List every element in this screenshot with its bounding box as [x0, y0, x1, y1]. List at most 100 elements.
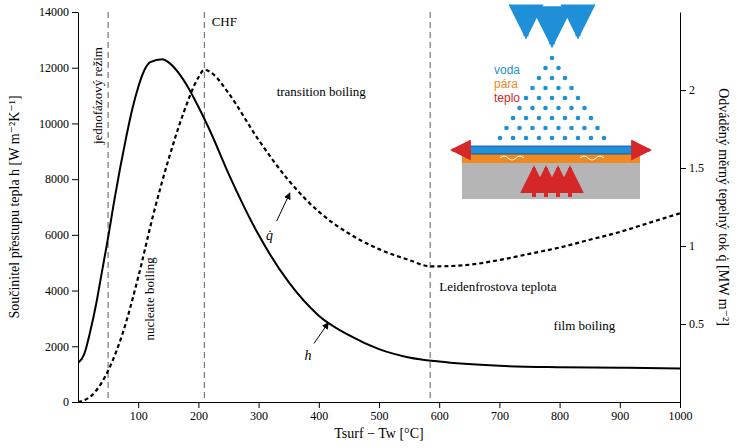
- inset-label: voda: [494, 63, 520, 77]
- droplet: [530, 106, 535, 111]
- tick-mark: [72, 12, 78, 13]
- droplet: [543, 66, 548, 71]
- tick-label: 10000: [39, 117, 69, 131]
- x-axis: 1002003004005006007008009001000: [79, 402, 693, 423]
- annotation: film boiling: [554, 318, 616, 333]
- droplet: [569, 106, 574, 111]
- tick-mark: [680, 402, 681, 408]
- tick-label: 300: [250, 409, 268, 423]
- tick-mark: [620, 402, 621, 408]
- tick-mark: [319, 402, 320, 408]
- series-labels: hq̇: [266, 193, 328, 363]
- tick-label: 1.5: [689, 161, 704, 175]
- tick-mark: [72, 402, 78, 403]
- droplet: [595, 126, 600, 131]
- water-layer: [462, 146, 640, 154]
- plot-area: [78, 12, 680, 402]
- tick-mark: [198, 402, 199, 408]
- y2-axis-title: Odváděný měrný tepelný tok q̇ [MW m⁻²]: [716, 88, 731, 326]
- droplet: [556, 126, 561, 131]
- tick-mark: [72, 346, 78, 347]
- tick-mark: [680, 324, 686, 325]
- tick: 400: [310, 402, 328, 423]
- tick-mark: [680, 168, 686, 169]
- label-arrow: [314, 323, 328, 344]
- droplet: [543, 86, 548, 91]
- data-line: [78, 70, 680, 402]
- spray-arrow: [549, 14, 555, 44]
- droplet: [589, 116, 594, 121]
- side-arrow: [452, 149, 470, 152]
- heat-arrow: [544, 168, 548, 197]
- label-arrow: [277, 193, 290, 221]
- tick: 8000: [45, 172, 78, 186]
- droplet: [524, 136, 529, 141]
- tick-label: 0.5: [689, 317, 704, 331]
- droplet: [556, 66, 561, 71]
- tick: 1: [680, 239, 695, 253]
- vapour-layer: [462, 153, 640, 163]
- tick-label: 900: [611, 409, 629, 423]
- droplet: [556, 86, 561, 91]
- tick-mark: [499, 402, 500, 408]
- inset-label: pára: [494, 77, 518, 91]
- droplet: [550, 116, 555, 121]
- tick-label: 0: [63, 395, 69, 409]
- tick-mark: [439, 402, 440, 408]
- tick-mark: [680, 246, 686, 247]
- tick: 200: [190, 402, 208, 423]
- annotation: Leidenfrostova teplota: [439, 279, 557, 294]
- tick-label: 14000: [39, 5, 69, 19]
- droplet: [550, 96, 555, 101]
- tick-mark: [72, 68, 78, 69]
- tick-mark: [138, 402, 139, 408]
- droplet: [530, 126, 535, 131]
- droplet: [517, 106, 522, 111]
- tick-label: 200: [190, 409, 208, 423]
- axis-line: [680, 13, 681, 403]
- droplet: [511, 136, 516, 141]
- annotation: nucleate boiling: [142, 257, 157, 341]
- droplet: [537, 116, 542, 121]
- tick: 2000: [45, 340, 78, 354]
- tick: 300: [250, 402, 268, 423]
- spray-arrow: [524, 14, 529, 36]
- annotation: CHF: [212, 14, 237, 29]
- droplet: [602, 136, 607, 141]
- droplet: [563, 76, 568, 81]
- tick-mark: [680, 90, 686, 91]
- droplet: [563, 96, 568, 101]
- inset: vodapárateplo: [452, 14, 650, 199]
- tick-label: 2000: [45, 340, 69, 354]
- tick-label: 100: [130, 409, 148, 423]
- tick: 600: [431, 402, 449, 423]
- y2-axis: 0.5 1 1.5 2: [680, 13, 704, 403]
- reference-line: [107, 12, 108, 402]
- tick: 0: [63, 395, 78, 409]
- tick-mark: [72, 123, 78, 124]
- annotation: transition boiling: [277, 84, 367, 99]
- tick: 14000: [39, 5, 78, 19]
- axis-line: [78, 13, 79, 403]
- chart: 1002003004005006007008009001000020004000…: [0, 0, 738, 448]
- tick-mark: [560, 402, 561, 408]
- tick: 6000: [45, 228, 78, 242]
- annotation: jednofázový režim: [90, 47, 105, 145]
- droplet: [556, 106, 561, 111]
- tick: 800: [551, 402, 569, 423]
- droplet: [537, 76, 542, 81]
- tick-label: 2: [689, 83, 695, 97]
- tick: 12000: [39, 61, 78, 75]
- tick-mark: [379, 402, 380, 408]
- tick: 500: [371, 402, 389, 423]
- droplet: [537, 136, 542, 141]
- droplet: [537, 96, 542, 101]
- reference-line: [430, 12, 431, 402]
- tick-label: 600: [431, 409, 449, 423]
- x-axis-title: Tsurf − Tw [°C]: [334, 426, 423, 441]
- droplet: [543, 126, 548, 131]
- tick-mark: [72, 291, 78, 292]
- tick: 10000: [39, 117, 78, 131]
- series-label: q̇: [266, 228, 273, 243]
- droplet: [576, 116, 581, 121]
